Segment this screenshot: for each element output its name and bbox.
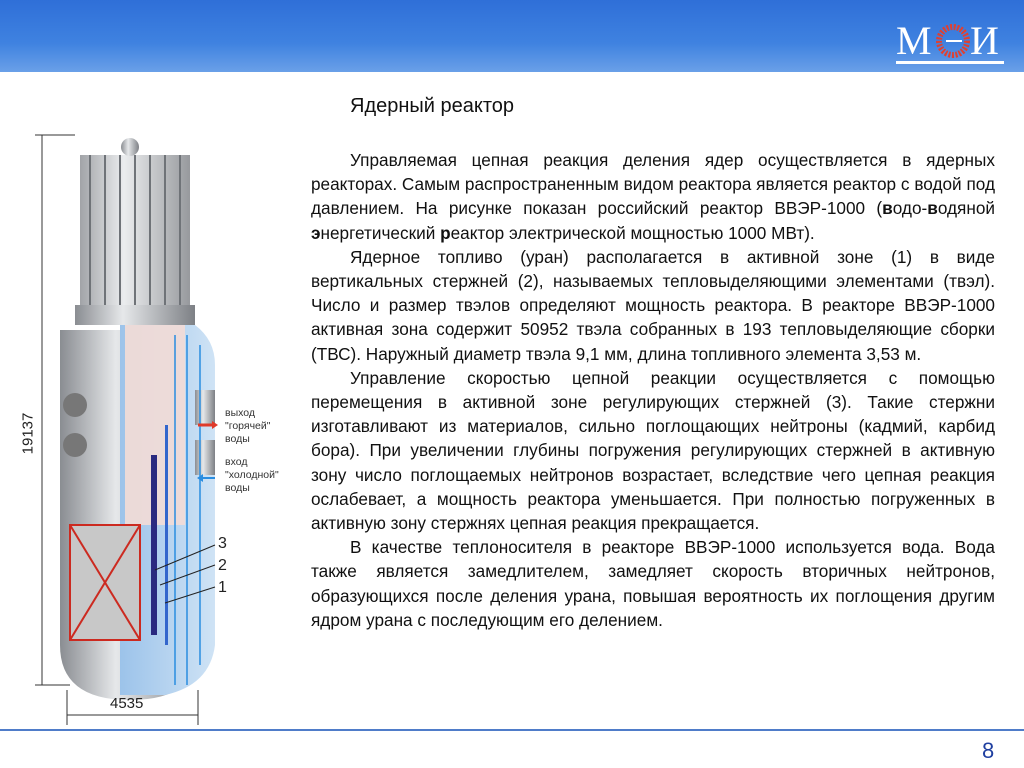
page-number: 8 [982,738,995,763]
reactor-drawing [35,134,218,725]
paragraph-3: Управление скоростью цепной реакции осущ… [311,367,995,534]
width-dimension: 4535 [110,695,144,712]
callout-3: 3 [218,535,227,552]
paragraph-2: Ядерное топливо (уран) располагается в а… [311,246,995,364]
slide-title: Ядерный реактор [350,95,515,117]
slide-body: Управляемая цепная реакция деления ядер … [311,148,995,632]
svg-text:М: М [896,18,932,63]
mei-logo: М И [896,18,1004,64]
footer-divider [0,729,1024,731]
hot-water-outlet-label: выход "горячей" воды [225,407,271,445]
callout-2: 2 [218,557,227,574]
height-dimension: 19137 [19,412,37,455]
slide-header: М И [0,0,1024,72]
cold-water-inlet-label: вход "холодной" воды [225,456,279,494]
paragraph-4: В качестве теплоносителя в реакторе ВВЭР… [311,537,995,630]
paragraph-1: Управляемая цепная реакция деления ядер … [311,150,995,243]
svg-text:И: И [970,18,999,63]
callout-1: 1 [218,579,227,596]
reactor-diagram: 19137 4535 выход "горячей" воды вход "холод… [15,125,285,725]
